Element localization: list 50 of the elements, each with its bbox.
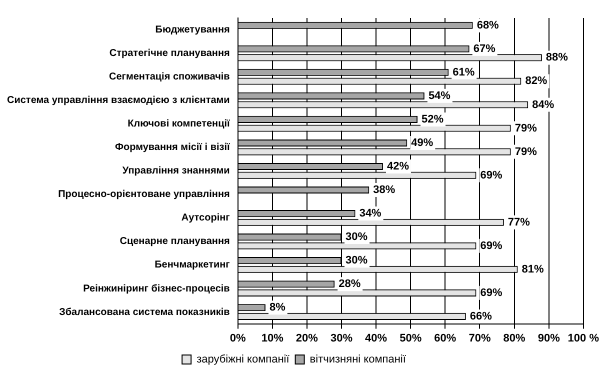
y-tick-label: Бенчмаркетинг [154, 260, 230, 271]
data-label: 81% [522, 263, 544, 276]
data-label: 28% [338, 278, 361, 290]
legend-label: зарубіжні компанії [196, 354, 290, 366]
data-label: 52% [422, 113, 444, 126]
y-tick-label: Процесно-орієнтоване управління [58, 189, 230, 200]
y-tick-label: Реінжиніринг бізнес-процесів [83, 283, 230, 294]
y-tick-label: Ключові компетенції [128, 118, 230, 130]
data-label: 79% [514, 146, 538, 158]
data-label: 42% [386, 160, 410, 173]
data-label: 30% [346, 231, 368, 244]
x-tick-label: 40% [365, 332, 388, 344]
y-tick-label: Управління знаннями [122, 166, 230, 177]
x-tick-label: 50% [400, 332, 422, 344]
data-label: 84% [532, 98, 554, 111]
y-tick-label: Сегментація споживачів [109, 72, 230, 83]
data-label: 79% [514, 122, 538, 134]
y-tick-label: Збалансована система показників [59, 306, 230, 318]
x-tick-label: 60% [434, 332, 456, 344]
data-label: 82% [525, 75, 548, 88]
data-label: 69% [480, 169, 503, 182]
x-tick-label: 100 % [568, 332, 600, 344]
legend-label: вітчизняні компанії [310, 354, 406, 366]
data-label: 34% [359, 208, 382, 220]
x-tick-label: 90% [538, 332, 560, 344]
data-label: 88% [546, 52, 568, 64]
data-label: 68% [476, 19, 500, 32]
data-label: 69% [480, 240, 503, 252]
data-label: 38% [373, 184, 396, 196]
data-label: 8% [269, 302, 286, 314]
data-label: 67% [473, 42, 496, 55]
y-tick-label: Система управління взаємодією з клієнтами [7, 95, 230, 106]
data-label: 69% [480, 286, 503, 299]
x-tick-label: 0% [230, 332, 246, 344]
y-tick-label: Сценарне планування [120, 236, 230, 248]
x-tick-label: 20% [296, 332, 318, 344]
x-tick-label: 30% [330, 332, 353, 344]
x-tick-label: 10% [261, 332, 284, 344]
y-tick-label: Бюджетування [155, 24, 230, 36]
x-tick-label: 80% [503, 332, 526, 344]
data-label: 49% [411, 137, 434, 149]
y-tick-label: Стратегічне планування [109, 48, 230, 60]
data-label: 30% [346, 254, 368, 267]
data-label: 61% [452, 66, 475, 78]
data-label: 66% [470, 310, 492, 322]
x-tick-label: 70% [468, 332, 491, 344]
y-tick-label: Аутсорінг [181, 212, 230, 224]
data-label: 77% [508, 216, 530, 228]
y-tick-label: Формування місії і візії [114, 142, 230, 154]
data-label: 54% [428, 90, 451, 102]
